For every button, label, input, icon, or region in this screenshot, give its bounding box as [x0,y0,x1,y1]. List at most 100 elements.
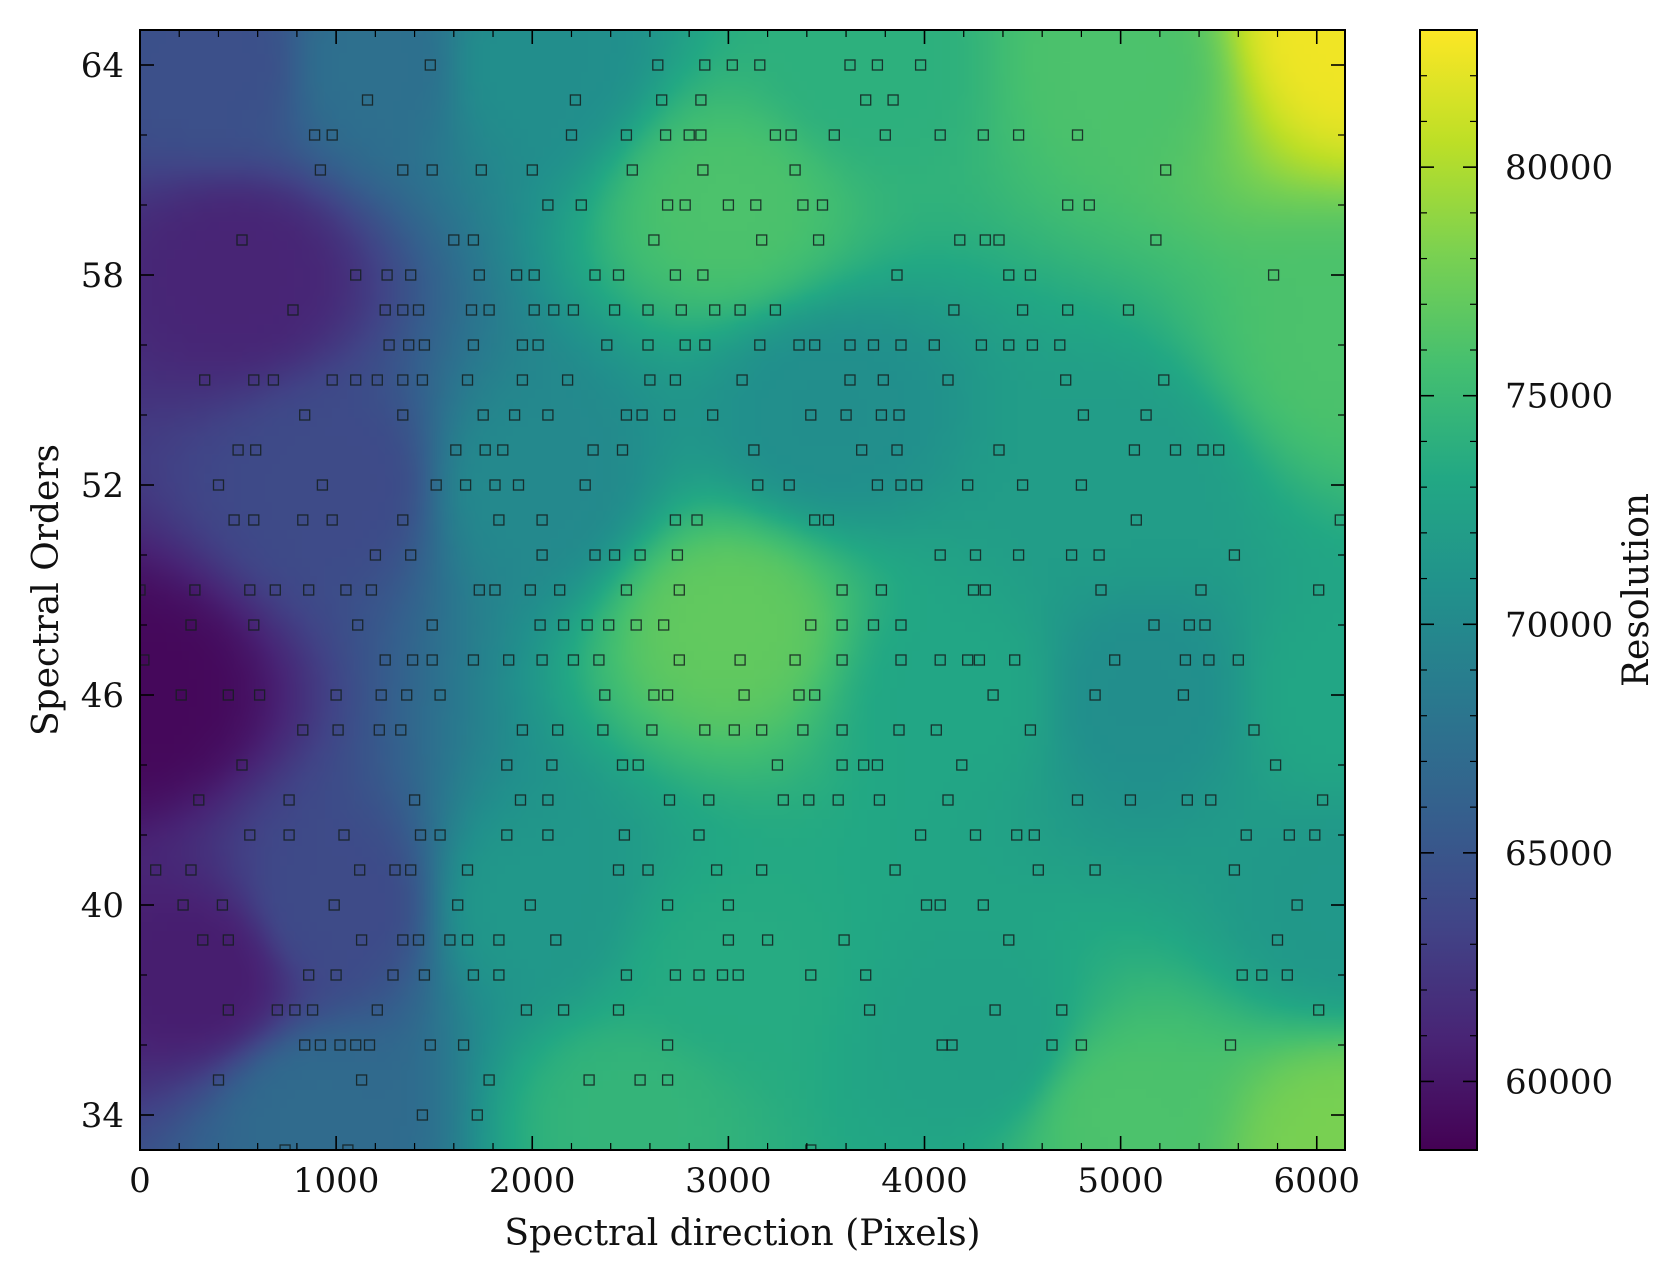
line-marker [542,409,554,421]
line-marker [636,409,648,421]
line-marker [267,374,280,386]
line-marker [1056,1004,1068,1016]
line-marker [416,374,429,386]
line-marker [397,409,409,421]
line-marker [403,339,415,351]
line-marker [414,829,427,841]
line-marker [536,514,548,526]
line-marker [671,549,684,561]
line-marker [942,794,954,806]
x-tick-label: 2000 [489,1161,576,1201]
line-marker [679,339,691,351]
line-marker [175,689,187,701]
line-marker [244,829,256,841]
line-marker [722,899,735,911]
line-marker [330,689,342,701]
line-marker [828,129,840,141]
line-marker [661,199,674,211]
line-marker [620,129,633,141]
line-marker [895,339,907,351]
line-marker [1062,304,1074,316]
line-marker [248,374,260,386]
line-marker [699,339,711,351]
line-marker [548,304,560,316]
line-marker [871,759,884,771]
line-marker [632,759,644,771]
line-marker [306,1004,319,1016]
colorbar: 60000 65000 70000 75000 80000 [1419,29,1613,1151]
line-marker [616,759,629,771]
line-marker [658,619,670,631]
line-marker [1283,829,1295,841]
line-marker [314,1039,327,1051]
line-marker [699,724,711,736]
line-marker [528,304,540,316]
line-marker [340,584,352,596]
line-marker [467,654,480,666]
line-marker [920,899,933,911]
line-marker [928,339,940,351]
line-marker [483,1074,495,1086]
line-marker [673,584,685,596]
line-marker [805,619,817,631]
line-marker [536,654,548,666]
line-marker [587,444,599,456]
line-marker [642,304,654,316]
line-marker [303,969,315,981]
line-marker [616,444,629,456]
line-marker [844,339,856,351]
line-marker [1054,339,1066,351]
line-marker [383,339,395,351]
line-marker [326,374,338,386]
line-marker [216,899,229,911]
line-marker [1089,689,1101,701]
line-marker [975,339,988,351]
line-marker [475,164,487,176]
line-marker [1228,549,1241,561]
line-marker [526,164,538,176]
line-marker [642,339,654,351]
line-marker [648,234,660,246]
line-marker [1075,1039,1088,1051]
line-marker [1309,829,1321,841]
line-marker [467,339,480,351]
line-marker [871,479,884,491]
line-marker [844,59,856,71]
line-marker [756,234,768,246]
line-marker [561,374,574,386]
line-marker [375,689,387,701]
line-marker [993,444,1005,456]
line-marker [412,304,425,316]
line-marker [361,94,374,106]
line-marker [355,1074,368,1086]
line-marker [236,234,248,246]
line-marker [483,304,495,316]
line-marker [371,1004,383,1016]
line-marker [426,619,438,631]
line-marker [669,514,682,526]
line-marker [1122,304,1135,316]
line-marker [401,689,413,701]
line-marker [789,654,801,666]
line-marker [1148,619,1160,631]
line-marker [332,724,344,736]
line-marker [1256,969,1268,981]
line-marker [750,199,762,211]
line-marker [381,269,393,281]
line-marker [1177,689,1190,701]
line-marker [397,374,409,386]
line-marker [661,1039,674,1051]
line-marker [875,409,888,421]
line-marker [222,1004,234,1016]
line-marker [887,94,899,106]
colorbar-tick-label: 60000 [1505,1062,1613,1102]
line-marker [297,724,309,736]
line-marker [738,689,750,701]
line-marker [534,619,546,631]
line-marker [1109,654,1121,666]
line-marker [620,409,633,421]
line-marker [418,339,431,351]
line-marker [253,689,266,701]
line-marker [858,759,870,771]
line-marker [589,269,601,281]
